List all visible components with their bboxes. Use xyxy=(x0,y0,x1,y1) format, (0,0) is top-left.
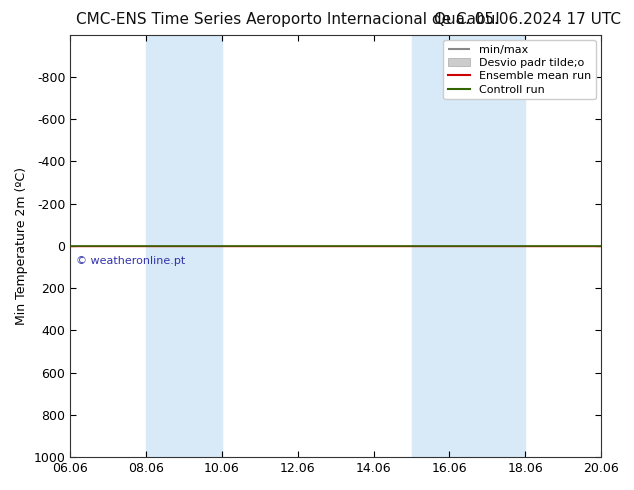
Text: Qua. 05.06.2024 17 UTC: Qua. 05.06.2024 17 UTC xyxy=(434,12,621,27)
Y-axis label: Min Temperature 2m (ºC): Min Temperature 2m (ºC) xyxy=(15,167,28,325)
Legend: min/max, Desvio padr tilde;o, Ensemble mean run, Controll run: min/max, Desvio padr tilde;o, Ensemble m… xyxy=(443,40,595,99)
Bar xyxy=(146,35,222,457)
Bar xyxy=(411,35,526,457)
Text: CMC-ENS Time Series Aeroporto Internacional de Cabul: CMC-ENS Time Series Aeroporto Internacio… xyxy=(76,12,500,27)
Text: © weatheronline.pt: © weatheronline.pt xyxy=(75,256,185,267)
